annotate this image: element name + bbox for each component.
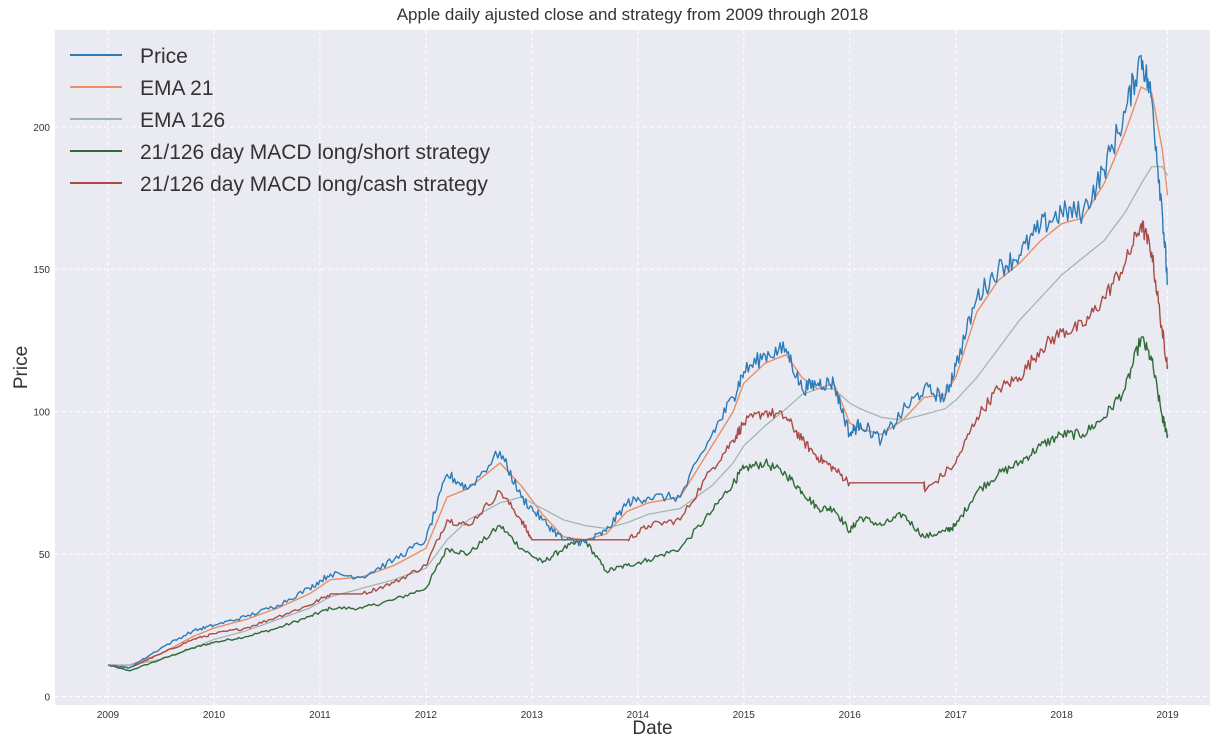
y-tick-label: 100 [33,408,50,419]
x-tick-label: 2012 [415,710,438,721]
x-tick-label: 2015 [733,710,756,721]
legend-label-macd-long-cash: 21/126 day MACD long/cash strategy [140,173,488,196]
legend-label-ema-126: EMA 126 [140,109,225,132]
x-tick-label: 2019 [1156,710,1179,721]
y-tick-label: 200 [33,123,50,134]
x-tick-label: 2009 [97,710,120,721]
plot-background [55,30,1210,705]
y-tick-label: 0 [44,692,50,703]
x-tick-label: 2016 [839,710,862,721]
x-tick-label: 2017 [945,710,968,721]
x-tick-label: 2010 [203,710,226,721]
legend-label-price: Price [140,45,188,68]
x-tick-label: 2013 [521,710,544,721]
chart-title: Apple daily ajusted close and strategy f… [397,5,869,24]
y-tick-label: 150 [33,265,50,276]
x-axis-title: Date [632,718,672,739]
y-tick-label: 50 [39,550,51,561]
x-tick-label: 2018 [1051,710,1074,721]
legend-label-ema-21: EMA 21 [140,77,214,100]
y-axis-ticks: 0 50 100 150 200 [33,123,50,704]
x-tick-label: 2011 [309,710,331,721]
y-axis-title: Price [11,346,32,389]
legend-label-macd-long-short: 21/126 day MACD long/short strategy [140,141,491,164]
